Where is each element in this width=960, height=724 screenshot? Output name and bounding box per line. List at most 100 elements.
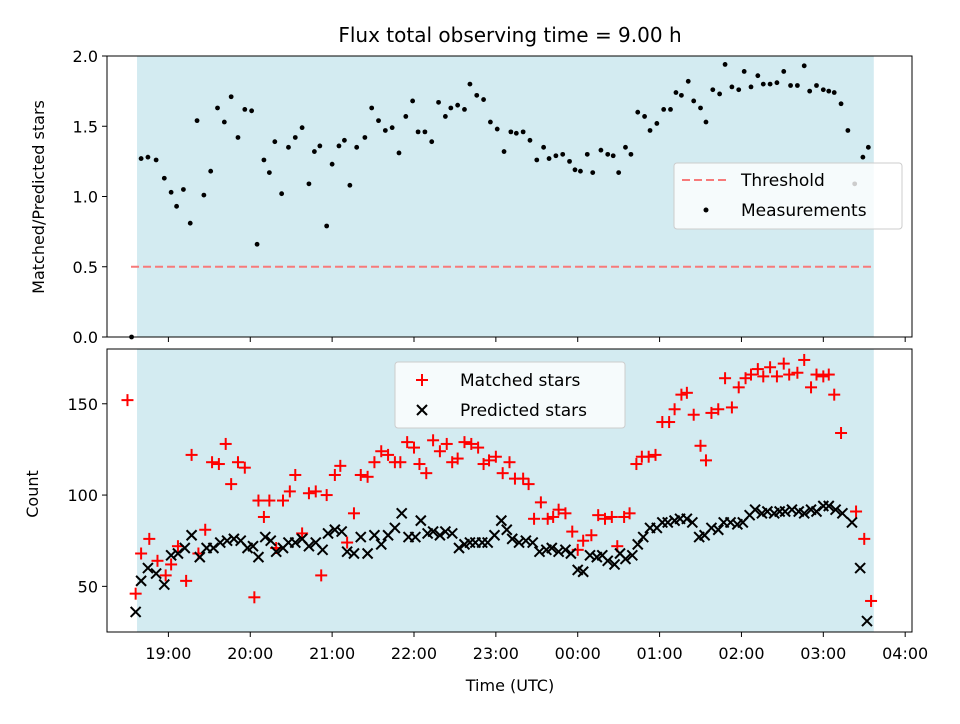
matched-point [705,406,718,419]
predicted-point [361,547,374,560]
top-legend: Threshold Measurements [673,162,903,230]
measurement-point [174,203,179,209]
predicted-point [129,606,142,618]
matched-point [503,456,516,469]
matched-point [791,366,804,379]
matched-point [206,456,219,469]
predicted-point [779,505,791,518]
matched-point [699,454,712,467]
measurement-points [129,62,871,340]
measurement-point [208,168,214,174]
matched-point [199,523,212,536]
predicted-point [608,558,621,571]
predicted-point [434,529,446,541]
measurement-point [527,137,533,143]
predicted-point [577,566,589,578]
measurement-point [261,157,267,163]
predicted-point [584,549,596,562]
top-panel: 0.0 0.5 1.0 1.5 2.0 Flux total observing tim… [29,23,913,347]
measurement-point [578,168,583,174]
matched-legend-label: Matched stars [460,371,580,391]
measurement-point [481,97,486,102]
measurement-point [254,241,260,247]
measurement-point [410,98,416,104]
matched-point [777,357,790,370]
measurement-point [201,192,207,198]
measurement-point [369,105,375,111]
measurement-point [279,191,285,197]
matched-point [517,472,530,485]
measurement-point [299,125,305,131]
top-y-axis: 0.0 0.5 1.0 1.5 2.0 [73,47,107,347]
measurement-point [616,170,622,176]
predicted-point [439,525,452,538]
measurement-point [685,78,691,84]
predicted-point [289,536,301,549]
bottom-y-tick-label: 150 [67,395,98,414]
measurement-point [494,126,500,132]
measurement-point [741,69,747,74]
predicted-point [135,575,147,587]
top-y-tick-label: 2.0 [73,47,98,66]
measurement-point [336,143,342,149]
measurement-point [228,94,234,100]
measurement-point [181,187,186,192]
bottom-x-tick-label: 21:00 [309,644,355,663]
measurement-point [311,149,317,154]
matched-point [858,532,871,545]
measurement-point [194,118,200,124]
predicted-point [446,527,458,540]
predicted-point [712,524,724,536]
measurement-point [389,125,395,131]
predicted-point [786,503,798,516]
predicted-point [389,522,401,534]
matched-point [159,569,172,582]
measurement-point [860,154,866,160]
matched-points [121,353,878,607]
predicted-point [552,545,565,558]
matched-point [649,448,662,461]
measurement-point [415,129,421,135]
measurement-point [145,154,151,160]
measurement-point [168,189,174,195]
measurement-point [838,101,844,107]
matched-point [440,437,453,450]
predicted-point [165,549,177,562]
matched-point [401,436,414,449]
matched-point [219,437,232,450]
predicted-point [513,536,525,549]
matched-point [496,467,509,480]
matched-point [451,452,464,465]
measurement-point [501,149,507,154]
measurement-point [865,144,871,150]
matched-point [248,591,261,604]
measurement-point [153,157,159,163]
measurement-point [628,151,634,157]
matched-point [257,510,270,523]
matched-point [489,450,502,463]
bottom-plot-frame [106,348,913,633]
measurement-point [362,135,368,140]
matched-point [315,569,328,582]
predicted-point [533,545,546,558]
matched-point [277,494,290,507]
measurement-point [820,87,826,93]
matched-point [668,403,681,416]
measurement-point [286,144,291,150]
measurement-point [534,157,540,163]
predicted-point [724,516,737,529]
measurement-point [221,119,227,125]
bottom-x-tick-label: 02:00 [718,644,764,663]
measurement-point [317,143,323,149]
predicted-point [823,500,835,512]
matched-point [347,507,360,520]
predicted-point [861,615,873,627]
matched-point [522,478,535,491]
predicted-legend-label: Predicted stars [460,401,587,421]
measurement-point [382,128,388,133]
matched-point [212,458,225,471]
measurement-point [513,130,519,136]
predicted-point [681,513,693,525]
bottom-x-tick-label: 01:00 [637,644,683,663]
predicted-point [415,514,427,527]
